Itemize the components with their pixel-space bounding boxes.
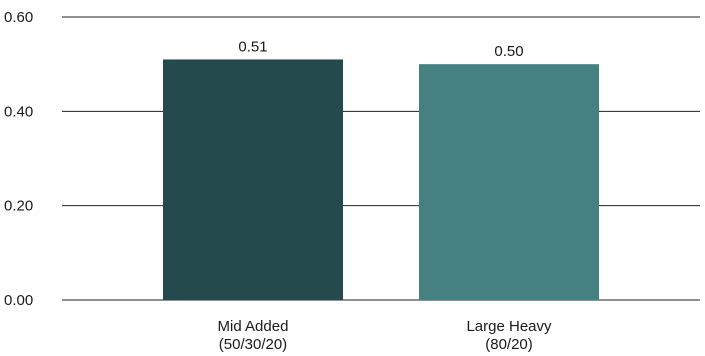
bars [163, 59, 599, 301]
bar [419, 64, 599, 301]
x-category-label: Mid Added [218, 318, 289, 335]
x-category-label: (80/20) [485, 336, 533, 353]
bar [163, 59, 343, 301]
x-category-label: Large Heavy [466, 318, 552, 335]
gridlines [62, 16, 700, 301]
y-tick-label: 0.60 [4, 9, 33, 26]
bar-value-label: 0.51 [238, 38, 267, 55]
y-tick-label: 0.40 [4, 103, 33, 120]
y-axis-ticks: 0.00 0.20 0.40 0.60 [4, 9, 33, 309]
y-tick-label: 0.20 [4, 198, 33, 215]
bar-value-label: 0.50 [494, 43, 523, 60]
data-labels: 0.51 0.50 [238, 38, 523, 60]
x-category-label: (50/30/20) [219, 336, 287, 353]
y-tick-label: 0.00 [4, 292, 33, 309]
x-axis-categories: Mid Added(50/30/20) Large Heavy(80/20) [218, 318, 552, 353]
